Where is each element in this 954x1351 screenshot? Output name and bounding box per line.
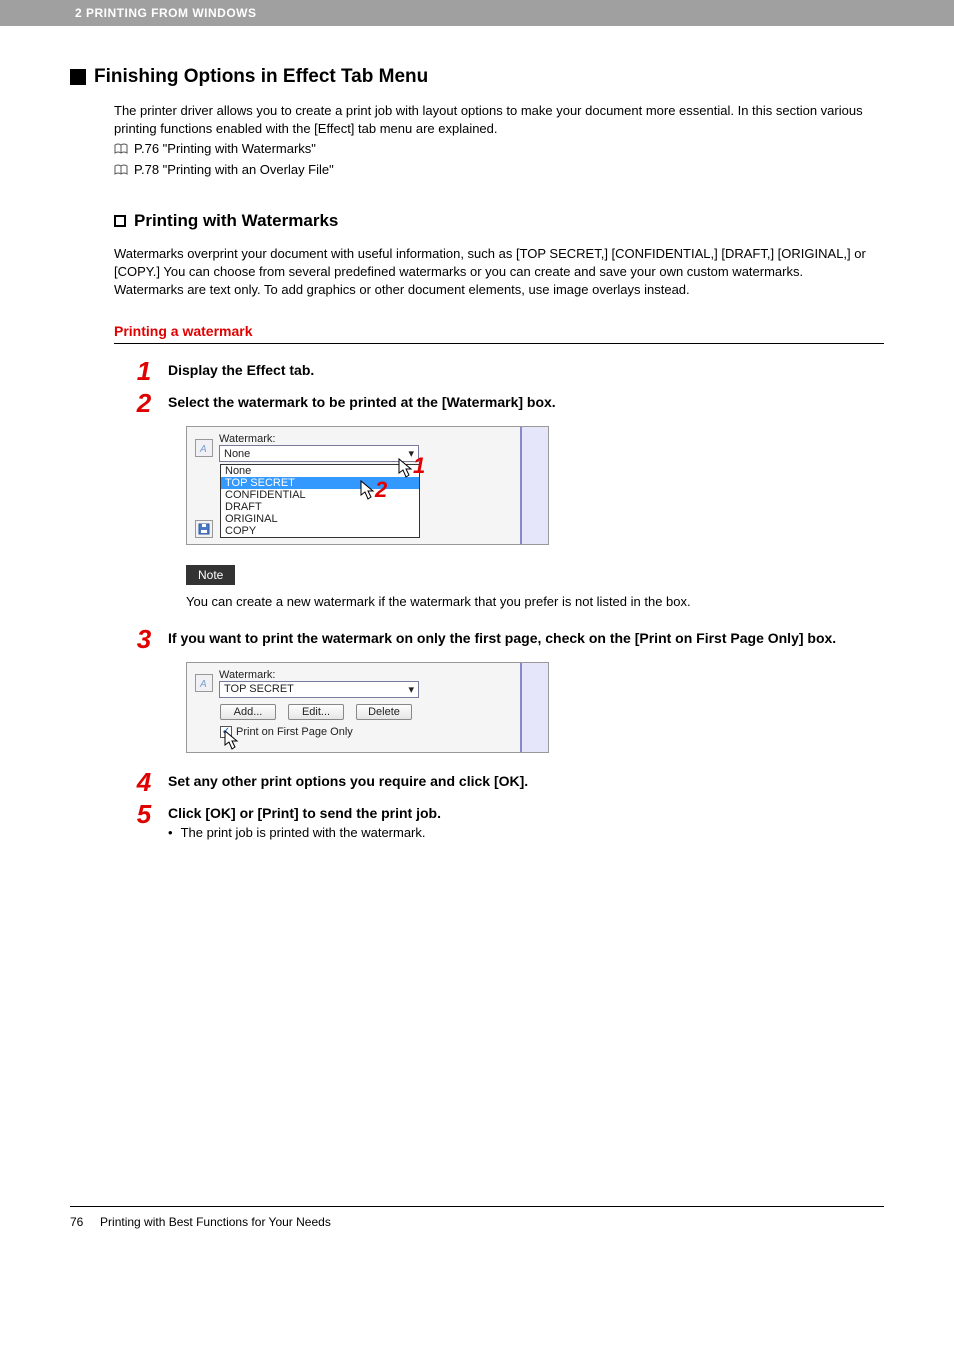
intro-text: The printer driver allows you to create … [114, 102, 884, 138]
watermark-label: Watermark: [219, 669, 419, 681]
bullet-icon: • [168, 825, 173, 840]
page-number: 76 [70, 1215, 83, 1229]
svg-text:A: A [199, 444, 207, 454]
watermark-intro-2: Watermarks are text only. To add graphic… [114, 281, 884, 299]
h3-text: Printing a watermark [114, 323, 253, 339]
screenshot-right-panel [520, 427, 548, 544]
step-1: 1 Display the Effect tab. [132, 358, 884, 384]
print-first-page-checkbox-row[interactable]: ✓ Print on First Page Only [220, 726, 512, 738]
h2-text: Printing with Watermarks [134, 211, 338, 231]
screenshot-right-panel [520, 663, 548, 752]
intro-block: The printer driver allows you to create … [114, 102, 884, 179]
step-number: 3 [132, 626, 156, 652]
h1-text: Finishing Options in Effect Tab Menu [94, 66, 428, 88]
chevron-down-icon: ▾ [408, 683, 414, 696]
delete-button[interactable]: Delete [356, 704, 412, 720]
step-2-title: Select the watermark to be printed at th… [168, 394, 884, 410]
checkbox-checked-icon[interactable]: ✓ [220, 726, 232, 738]
callout-1: 1 [413, 453, 425, 479]
reference-link-2[interactable]: P.78 "Printing with an Overlay File" [114, 161, 884, 179]
watermark-a-icon: A [195, 674, 213, 692]
watermark-dropdown-list[interactable]: None TOP SECRET CONFIDENTIAL DRAFT ORIGI… [220, 464, 420, 538]
book-icon [114, 164, 128, 176]
step-number: 2 [132, 390, 156, 416]
watermark-selected: TOP SECRET [224, 683, 294, 695]
section-heading-3: Printing a watermark [114, 323, 884, 339]
ref1-text: P.76 "Printing with Watermarks" [134, 140, 316, 158]
watermark-a-icon: A [195, 439, 213, 457]
step-1-title: Display the Effect tab. [168, 362, 884, 378]
breadcrumb: 2 PRINTING FROM WINDOWS [75, 6, 257, 20]
edit-button[interactable]: Edit... [288, 704, 344, 720]
step-4: 4 Set any other print options you requir… [132, 769, 884, 795]
add-button[interactable]: Add... [220, 704, 276, 720]
step-5-bullet-text: The print job is printed with the waterm… [181, 825, 426, 840]
step-3-title: If you want to print the watermark on on… [168, 630, 884, 646]
book-icon [114, 143, 128, 155]
checkbox-label: Print on First Page Only [236, 726, 353, 738]
bullet-square-icon [70, 69, 86, 85]
screenshot-print-first-page: A Watermark: TOP SECRET ▾ Add... Edit...… [186, 662, 884, 753]
save-disk-icon [195, 520, 213, 538]
watermark-intro-1: Watermarks overprint your document with … [114, 245, 884, 281]
page-footer: 76 Printing with Best Functions for Your… [0, 1206, 954, 1229]
watermark-buttons: Add... Edit... Delete [220, 704, 512, 720]
watermark-option-confidential[interactable]: CONFIDENTIAL [221, 489, 419, 501]
screenshot-watermark-dropdown: A Watermark: None ▾ None TOP SECRET CONF… [186, 426, 884, 545]
section-heading-1: Finishing Options in Effect Tab Menu [70, 66, 884, 88]
watermark-select[interactable]: None ▾ [219, 445, 419, 462]
watermark-selected: None [224, 448, 250, 460]
section-heading-2: Printing with Watermarks [114, 211, 884, 231]
reference-link-1[interactable]: P.76 "Printing with Watermarks" [114, 140, 884, 158]
step-5-bullet: • The print job is printed with the wate… [168, 825, 884, 840]
step-number: 5 [132, 801, 156, 827]
step-4-title: Set any other print options you require … [168, 773, 884, 789]
step-3: 3 If you want to print the watermark on … [132, 626, 884, 652]
watermark-option-copy[interactable]: COPY [221, 525, 419, 537]
watermark-select[interactable]: TOP SECRET ▾ [219, 681, 419, 698]
note-badge: Note [186, 565, 235, 585]
watermark-option-none[interactable]: None [221, 465, 419, 477]
watermark-option-draft[interactable]: DRAFT [221, 501, 419, 513]
section-divider [114, 343, 884, 344]
watermark-intro: Watermarks overprint your document with … [114, 245, 884, 300]
page-header: 2 PRINTING FROM WINDOWS [0, 0, 954, 26]
ref2-text: P.78 "Printing with an Overlay File" [134, 161, 334, 179]
note-text: You can create a new watermark if the wa… [186, 593, 884, 611]
callout-2: 2 [375, 477, 387, 503]
footer-divider [70, 1206, 884, 1207]
step-5: 5 Click [OK] or [Print] to send the prin… [132, 801, 884, 840]
footer-title: Printing with Best Functions for Your Ne… [100, 1215, 331, 1229]
watermark-label: Watermark: [219, 433, 419, 445]
page-body: Finishing Options in Effect Tab Menu The… [0, 26, 954, 866]
step-2: 2 Select the watermark to be printed at … [132, 390, 884, 416]
step-5-title: Click [OK] or [Print] to send the print … [168, 805, 884, 821]
watermark-option-original[interactable]: ORIGINAL [221, 513, 419, 525]
step-number: 4 [132, 769, 156, 795]
bullet-outline-square-icon [114, 215, 126, 227]
watermark-option-topsecret[interactable]: TOP SECRET [221, 477, 419, 489]
step-number: 1 [132, 358, 156, 384]
svg-text:A: A [199, 679, 207, 689]
